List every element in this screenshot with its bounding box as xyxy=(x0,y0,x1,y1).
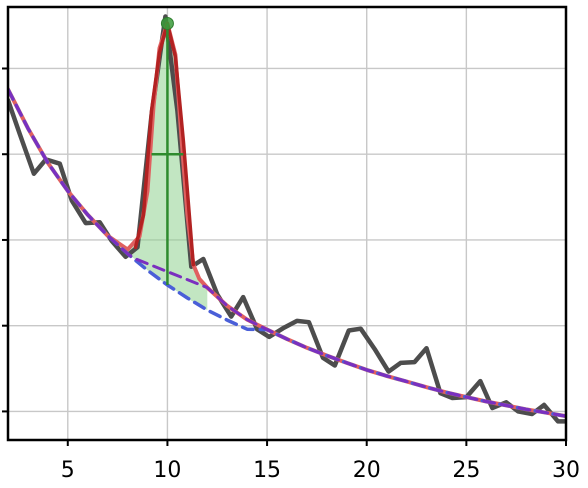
x-tick-label-1: 10 xyxy=(153,458,181,483)
x-tick-label-2: 15 xyxy=(253,458,281,483)
x-tick-label-3: 20 xyxy=(353,458,381,483)
x-tick-label-0: 5 xyxy=(61,458,75,483)
series-noisy-observed-line xyxy=(8,14,566,424)
series-peak-component-line xyxy=(133,21,196,267)
series-background-overlay-line xyxy=(8,87,566,418)
x-tick-label-4: 25 xyxy=(452,458,480,483)
plot-frame xyxy=(6,5,568,442)
x-axis: 5 10 15 20 25 30 xyxy=(2,67,580,483)
series-group xyxy=(8,14,566,424)
peak-marker xyxy=(160,16,174,30)
annotations xyxy=(151,16,184,285)
series-background-line xyxy=(8,87,566,418)
x-tick-label-5: 30 xyxy=(552,458,580,483)
